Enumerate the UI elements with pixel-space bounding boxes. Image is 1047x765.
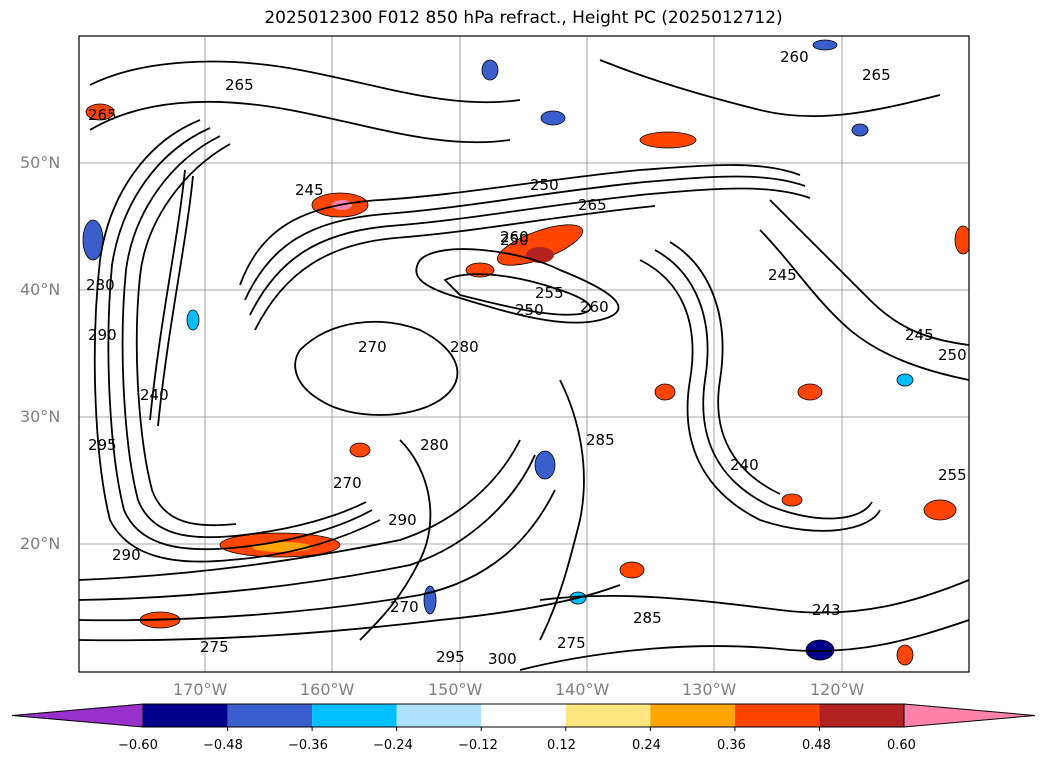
contour-label: 260 bbox=[500, 228, 529, 246]
lon-label: 150°W bbox=[428, 680, 483, 699]
contour-label: 275 bbox=[200, 638, 229, 656]
colorbar bbox=[11, 703, 1036, 731]
contour-label: 245 bbox=[768, 266, 797, 284]
height-contours bbox=[79, 59, 969, 671]
colorbar-extend-min bbox=[11, 703, 144, 728]
lon-label: 120°W bbox=[810, 680, 865, 699]
contour-label: 280 bbox=[420, 436, 449, 454]
contour-label: 285 bbox=[633, 609, 662, 627]
map-plot-area: 265 265 260 265 245 250 250 265 260 255 … bbox=[79, 36, 969, 672]
colorbar-segment bbox=[312, 704, 397, 727]
lon-label: 130°W bbox=[682, 680, 737, 699]
colorbar-tick-label: 0.48 bbox=[802, 738, 831, 753]
contour-label: 300 bbox=[488, 650, 517, 668]
contour-label: 255 bbox=[535, 284, 564, 302]
colorbar-tick-label: 0.12 bbox=[547, 738, 576, 753]
contour-label: 245 bbox=[295, 181, 324, 199]
lat-label: 20°N bbox=[20, 534, 61, 553]
colorbar-tick-label: −0.12 bbox=[458, 738, 498, 753]
lon-label: 160°W bbox=[300, 680, 355, 699]
lat-label: 50°N bbox=[20, 153, 61, 172]
map-frame bbox=[78, 35, 970, 673]
contour-label: 265 bbox=[88, 106, 117, 124]
contour-label: 295 bbox=[88, 436, 117, 454]
colorbar-tick-label: 0.60 bbox=[887, 738, 916, 753]
contour-label: 270 bbox=[390, 598, 419, 616]
colorbar-segment bbox=[819, 704, 904, 727]
colorbar-tick-label: −0.48 bbox=[203, 738, 243, 753]
contour-label: 265 bbox=[862, 66, 891, 84]
colorbar-tick-label: −0.60 bbox=[118, 738, 158, 753]
lat-label: 30°N bbox=[20, 407, 61, 426]
contour-label: 270 bbox=[358, 338, 387, 356]
lon-label: 170°W bbox=[173, 680, 228, 699]
contour-labels: 265 265 260 265 245 250 250 265 260 255 … bbox=[86, 48, 967, 668]
colorbar-segment bbox=[396, 704, 482, 727]
contour-label: 250 bbox=[938, 346, 967, 364]
contour-label: 250 bbox=[515, 301, 544, 319]
colorbar-segment bbox=[734, 704, 820, 727]
colorbar-tick-label: 0.36 bbox=[717, 738, 746, 753]
lat-label: 40°N bbox=[20, 280, 61, 299]
contour-label: 240 bbox=[730, 456, 759, 474]
colorbar-segment bbox=[565, 704, 651, 727]
colorbar-frame bbox=[142, 703, 905, 728]
colorbar-segment bbox=[227, 704, 313, 727]
colorbar-extend-max bbox=[903, 703, 1036, 728]
colorbar-tick-label: 0.24 bbox=[632, 738, 661, 753]
contour-label: 245 bbox=[905, 326, 934, 344]
contour-label: 270 bbox=[333, 474, 362, 492]
contour-label: 260 bbox=[580, 298, 609, 316]
contour-label: 250 bbox=[530, 176, 559, 194]
contour-label: 265 bbox=[225, 76, 254, 94]
colorbar-segment bbox=[481, 704, 566, 727]
contour-label: 250 bbox=[500, 231, 529, 249]
contour-label: 280 bbox=[450, 338, 479, 356]
colorbar-tick-label: −0.24 bbox=[373, 738, 413, 753]
colorbar-segment bbox=[143, 704, 228, 727]
contour-label: 290 bbox=[88, 326, 117, 344]
contour-label: 290 bbox=[388, 511, 417, 529]
map-title: 2025012300 F012 850 hPa refract., Height… bbox=[264, 8, 783, 28]
contour-label: 275 bbox=[557, 634, 586, 652]
contour-label: 243 bbox=[812, 601, 841, 619]
contour-label: 290 bbox=[112, 546, 141, 564]
contour-label: 260 bbox=[780, 48, 809, 66]
contour-label: 280 bbox=[86, 276, 115, 294]
contour-label: 295 bbox=[436, 648, 465, 666]
lon-label: 140°W bbox=[555, 680, 610, 699]
contour-label: 255 bbox=[938, 466, 967, 484]
contour-label: 240 bbox=[140, 386, 169, 404]
graticule bbox=[79, 36, 969, 672]
refractivity-shading bbox=[82, 39, 969, 666]
contour-label: 265 bbox=[578, 196, 607, 214]
colorbar-tick-label: −0.36 bbox=[288, 738, 328, 753]
contour-label: 285 bbox=[586, 431, 615, 449]
colorbar-segment bbox=[650, 704, 735, 727]
